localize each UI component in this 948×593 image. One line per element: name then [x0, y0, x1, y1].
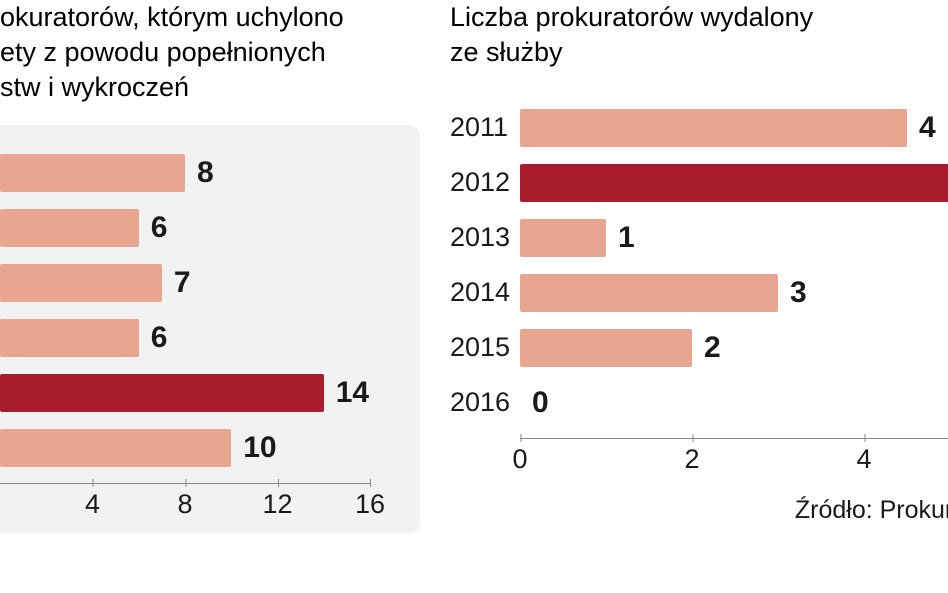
- bar-row: 2013 1: [450, 210, 948, 265]
- x-tick: 4: [85, 489, 100, 520]
- bar: [520, 329, 692, 367]
- chart-source: Źródło: Prokuratu: [450, 496, 948, 525]
- axis-line: [520, 438, 948, 439]
- bar-value-label: 6: [151, 211, 168, 245]
- bar-track: 6: [0, 310, 400, 365]
- x-tick: 8: [177, 489, 192, 520]
- bar: [520, 164, 948, 202]
- bar: [0, 264, 162, 302]
- bar-row: 10: [0, 420, 400, 475]
- bar-row: 7: [0, 255, 400, 310]
- bar-value-label: 8: [197, 156, 214, 190]
- bar-value-label: 7: [174, 266, 191, 300]
- bar-track: 2: [520, 320, 948, 375]
- bar: [0, 429, 231, 467]
- x-tick: 4: [856, 444, 871, 475]
- bar: [520, 109, 907, 147]
- year-label: 2014: [450, 277, 520, 308]
- bar-value-label: 10: [243, 431, 276, 465]
- year-label: 2011: [450, 112, 520, 143]
- right-bars-container: 2011 4 2012 2013 1 2014 3 2015 2 2016 0: [450, 100, 948, 430]
- bar: [0, 154, 185, 192]
- bar-row: 2016 0: [450, 375, 948, 430]
- x-tick: 16: [355, 489, 385, 520]
- bar-track: 4: [520, 100, 948, 155]
- left-x-axis: 481216: [0, 483, 370, 523]
- bar-track: 8: [0, 145, 400, 200]
- bar-track: 7: [0, 255, 400, 310]
- bar-row: 2015 2: [450, 320, 948, 375]
- bar-row: 2011 4: [450, 100, 948, 155]
- bar-track: 6: [0, 200, 400, 255]
- x-tick: 0: [512, 444, 527, 475]
- bar-track: 3: [520, 265, 948, 320]
- bar-row: 6: [0, 310, 400, 365]
- bar-row: 2012: [450, 155, 948, 210]
- bar-track: 10: [0, 420, 400, 475]
- bar-value-label: 4: [919, 111, 936, 145]
- bar: [520, 219, 606, 257]
- left-chart-panel: okuratorów, którym uchylono ety z powodu…: [0, 0, 430, 593]
- right-chart-area: 2011 4 2012 2013 1 2014 3 2015 2 2016 0 0 2 4: [450, 90, 948, 488]
- bar-value-label: 3: [790, 276, 807, 310]
- bar-row: 14: [0, 365, 400, 420]
- bar-value-label: 1: [618, 221, 635, 255]
- bar-value-label: 6: [151, 321, 168, 355]
- bar: [0, 209, 139, 247]
- bar-value-label: 14: [336, 376, 369, 410]
- x-tick: 2: [684, 444, 699, 475]
- right-chart-title: Liczba prokuratorów wydalony ze służby: [450, 0, 948, 70]
- year-label: 2013: [450, 222, 520, 253]
- bar-value-label: 2: [704, 331, 721, 365]
- bar: [520, 274, 778, 312]
- bar: [0, 374, 324, 412]
- bar: [0, 319, 139, 357]
- bar-row: 6: [0, 200, 400, 255]
- bar-row: 2014 3: [450, 265, 948, 320]
- bar-value-label: 0: [532, 386, 549, 420]
- left-chart-area: 86761410 481216: [0, 125, 420, 533]
- year-label: 2012: [450, 167, 520, 198]
- right-chart-panel: Liczba prokuratorów wydalony ze służby 2…: [430, 0, 948, 593]
- right-x-axis: 024: [520, 438, 948, 478]
- x-tick: 12: [262, 489, 292, 520]
- left-bars-container: 86761410: [0, 145, 400, 475]
- bar-track: 1: [520, 210, 948, 265]
- bar-track: [520, 155, 948, 210]
- bar-track: 0: [520, 375, 948, 430]
- left-chart-title: okuratorów, którym uchylono ety z powodu…: [0, 0, 420, 105]
- year-label: 2015: [450, 332, 520, 363]
- bar-row: 8: [0, 145, 400, 200]
- year-label: 2016: [450, 387, 520, 418]
- bar-track: 14: [0, 365, 400, 420]
